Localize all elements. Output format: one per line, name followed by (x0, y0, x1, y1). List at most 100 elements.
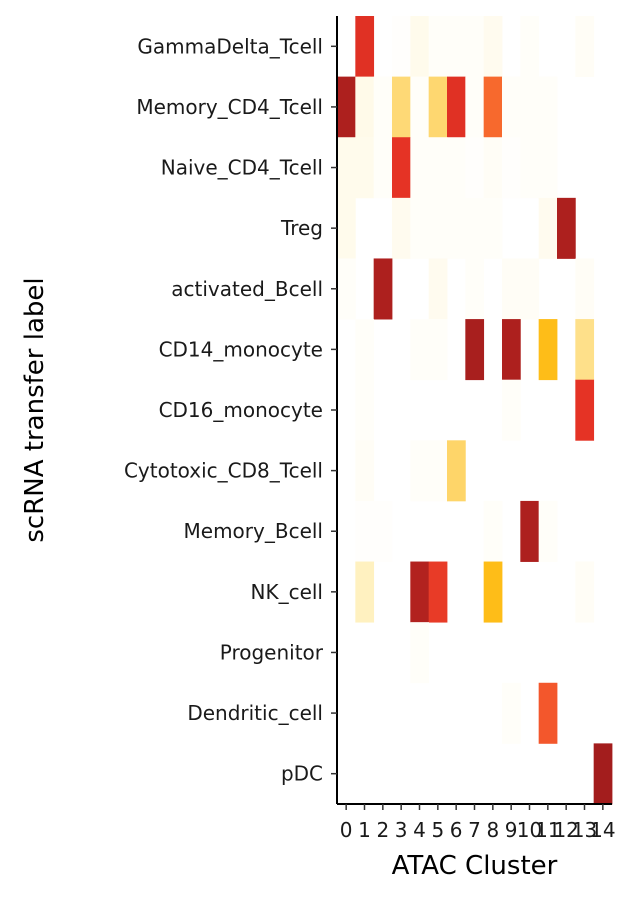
y-axis-title: scRNA transfer label (20, 277, 50, 542)
heatmap-cell-Cytotoxic_CD8_Tcell-5 (428, 440, 448, 502)
heatmap-cell-GammaDelta_Tcell-1 (355, 16, 375, 78)
heatmap-cell-Cytotoxic_CD8_Tcell-1 (355, 440, 375, 502)
heatmap-cell-Memory_CD4_Tcell-8 (483, 76, 503, 138)
y-axis: GammaDelta_Tcell Memory_CD4_Tcell Naive_CD… (124, 16, 338, 804)
heatmap-cell-GammaDelta_Tcell-6 (447, 16, 466, 78)
heatmap-cell-Naive_CD4_Tcell-5 (428, 137, 448, 199)
x-tick-label-8: 8 (486, 818, 499, 842)
heatmap-cell-pDC-14 (593, 743, 613, 805)
heatmap-cell-Treg-4 (410, 197, 430, 259)
heatmap-cell-Memory_CD4_Tcell-9 (502, 76, 521, 138)
y-tick-label-Naive_CD4_Tcell: Naive_CD4_Tcell (161, 156, 323, 180)
x-tick-label-12: 12 (553, 818, 578, 842)
heatmap-cell-Naive_CD4_Tcell-4 (410, 137, 430, 199)
heatmap-cell-Memory_CD4_Tcell-6 (447, 76, 466, 138)
heatmap-cell-GammaDelta_Tcell-8 (483, 16, 503, 78)
heatmap-cell-CD16_monocyte-1 (355, 379, 375, 441)
heatmap-cell-Naive_CD4_Tcell-9 (502, 137, 521, 199)
heatmap-cells (337, 16, 613, 805)
x-tick-label-3: 3 (395, 818, 408, 842)
heatmap-cell-NK_cell-8 (483, 561, 503, 623)
heatmap-cell-Memory_Bcell-10 (520, 500, 540, 562)
heatmap-cell-GammaDelta_Tcell-7 (465, 16, 485, 78)
x-tick-label-9: 9 (505, 818, 518, 842)
heatmap-cell-activated_Bcell-5 (428, 258, 448, 320)
heatmap-cell-Memory_Bcell-8 (483, 500, 503, 562)
heatmap-cell-Treg-8 (483, 197, 503, 259)
heatmap-cell-Treg-6 (447, 197, 466, 259)
y-tick-label-activated_Bcell: activated_Bcell (171, 277, 323, 301)
heatmap-cell-Naive_CD4_Tcell-10 (520, 137, 540, 199)
x-tick-label-7: 7 (468, 818, 481, 842)
heatmap-cell-CD14_monocyte-5 (428, 319, 448, 381)
x-tick-label-13: 13 (572, 818, 597, 842)
heatmap-cell-CD14_monocyte-4 (410, 319, 430, 381)
y-tick-label-Progenitor: Progenitor (220, 640, 324, 664)
heatmap-cell-Treg-7 (465, 197, 485, 259)
y-tick-label-NK_cell: NK_cell (251, 580, 324, 604)
heatmap-cell-Treg-11 (538, 197, 558, 259)
heatmap-cell-Progenitor-4 (410, 622, 430, 684)
heatmap-cell-Memory_CD4_Tcell-10 (520, 76, 540, 138)
heatmap-cell-Treg-3 (392, 197, 411, 259)
x-axis-title: ATAC Cluster (392, 851, 558, 881)
heatmap-cell-GammaDelta_Tcell-4 (410, 16, 430, 78)
heatmap-cell-Memory_CD4_Tcell-4 (410, 76, 430, 138)
heatmap-cell-Treg-0 (337, 197, 356, 259)
heatmap-cell-GammaDelta_Tcell-10 (520, 16, 540, 78)
y-tick-label-Treg: Treg (280, 216, 323, 240)
heatmap-cell-NK_cell-13 (575, 561, 595, 623)
heatmap-cell-NK_cell-1 (355, 561, 375, 623)
y-tick-label-pDC: pDC (281, 762, 323, 786)
heatmap-cell-activated_Bcell-13 (575, 258, 595, 320)
heatmap-cell-Memory_CD4_Tcell-2 (373, 76, 393, 138)
heatmap-cell-Memory_CD4_Tcell-11 (538, 76, 558, 138)
heatmap-cell-Naive_CD4_Tcell-1 (355, 137, 375, 199)
heatmap-cell-GammaDelta_Tcell-3 (392, 16, 411, 78)
heatmap-cell-Naive_CD4_Tcell-3 (392, 137, 411, 199)
heatmap-cell-CD14_monocyte-1 (355, 319, 375, 381)
heatmap-cell-CD14_monocyte-9 (502, 319, 521, 381)
y-tick-label-Memory_CD4_Tcell: Memory_CD4_Tcell (136, 95, 323, 119)
y-tick-label-CD16_monocyte: CD16_monocyte (159, 398, 323, 422)
x-tick-label-11: 11 (535, 818, 560, 842)
heatmap-cell-Treg-12 (557, 197, 576, 259)
heatmap-cell-NK_cell-5 (428, 561, 448, 623)
heatmap-cell-Cytotoxic_CD8_Tcell-6 (447, 440, 466, 502)
heatmap-cell-Cytotoxic_CD8_Tcell-4 (410, 440, 430, 502)
heatmap-cell-Memory_CD4_Tcell-1 (355, 76, 375, 138)
heatmap-cell-GammaDelta_Tcell-5 (428, 16, 448, 78)
heatmap-cell-Memory_Bcell-2 (373, 500, 393, 562)
heatmap-cell-Naive_CD4_Tcell-7 (465, 137, 485, 199)
heatmap-cell-Naive_CD4_Tcell-0 (337, 137, 356, 199)
heatmap-cell-activated_Bcell-9 (502, 258, 521, 320)
x-tick-label-5: 5 (431, 818, 444, 842)
heatmap-cell-Treg-5 (428, 197, 448, 259)
heatmap-cell-Naive_CD4_Tcell-11 (538, 137, 558, 199)
x-tick-label-10: 10 (517, 818, 542, 842)
x-tick-label-4: 4 (413, 818, 426, 842)
heatmap-cell-activated_Bcell-10 (520, 258, 540, 320)
heatmap-cell-Dendritic_cell-11 (538, 682, 558, 744)
heatmap-cell-CD16_monocyte-13 (575, 379, 595, 441)
heatmap-cell-CD14_monocyte-7 (465, 319, 485, 381)
heatmap-cell-Dendritic_cell-9 (502, 682, 521, 744)
heatmap-cell-Naive_CD4_Tcell-6 (447, 137, 466, 199)
heatmap-cell-Memory_CD4_Tcell-5 (428, 76, 448, 138)
heatmap-cell-NK_cell-4 (410, 561, 430, 623)
heatmap-cell-activated_Bcell-2 (373, 258, 393, 320)
heatmap-cell-Naive_CD4_Tcell-2 (373, 137, 393, 199)
heatmap-cell-Memory_CD4_Tcell-0 (337, 76, 356, 138)
y-tick-label-Dendritic_cell: Dendritic_cell (187, 701, 323, 725)
heatmap-cell-Memory_CD4_Tcell-3 (392, 76, 411, 138)
x-tick-label-2: 2 (376, 818, 389, 842)
heatmap-cell-GammaDelta_Tcell-13 (575, 16, 595, 78)
y-tick-label-Cytotoxic_CD8_Tcell: Cytotoxic_CD8_Tcell (124, 459, 323, 483)
heatmap-cell-activated_Bcell-0 (337, 258, 356, 320)
heatmap-cell-Naive_CD4_Tcell-8 (483, 137, 503, 199)
heatmap-cell-Memory_Bcell-11 (538, 500, 558, 562)
heatmap-cell-CD14_monocyte-13 (575, 319, 595, 381)
y-tick-label-GammaDelta_Tcell: GammaDelta_Tcell (137, 34, 323, 58)
